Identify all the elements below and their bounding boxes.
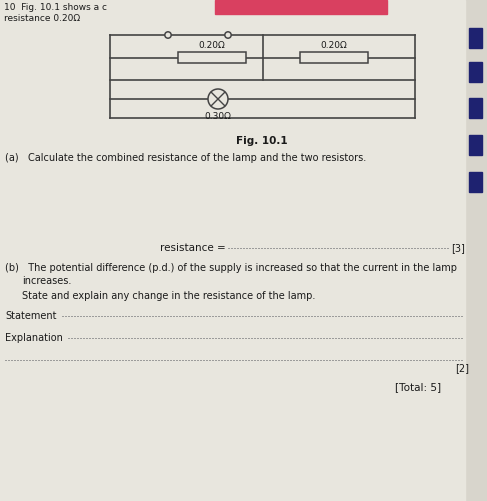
- Circle shape: [225, 32, 231, 38]
- Bar: [178, 52, 246, 63]
- Text: [3]: [3]: [451, 243, 465, 253]
- Bar: [469, 62, 482, 82]
- Text: 0.20Ω: 0.20Ω: [199, 41, 225, 50]
- Text: (b)   The potential difference (p.d.) of the supply is increased so that the cur: (b) The potential difference (p.d.) of t…: [5, 263, 457, 273]
- Text: 10  Fig. 10.1 shows a c: 10 Fig. 10.1 shows a c: [4, 3, 107, 12]
- Text: Explanation: Explanation: [5, 333, 63, 343]
- Text: 0.30Ω: 0.30Ω: [205, 112, 231, 121]
- Circle shape: [208, 89, 228, 109]
- Bar: [215, 0, 387, 14]
- Bar: [469, 135, 482, 155]
- Text: 0.20Ω: 0.20Ω: [320, 41, 347, 50]
- Bar: [469, 98, 482, 118]
- Text: State and explain any change in the resistance of the lamp.: State and explain any change in the resi…: [22, 291, 316, 301]
- Text: resistance 0.20Ω: resistance 0.20Ω: [4, 14, 80, 23]
- Text: increases.: increases.: [22, 276, 72, 286]
- Text: Fig. 10.1: Fig. 10.1: [236, 136, 288, 146]
- Bar: [469, 28, 482, 48]
- Text: resistance =: resistance =: [160, 243, 229, 253]
- Text: Statement: Statement: [5, 311, 56, 321]
- Bar: [300, 52, 368, 63]
- Text: [2]: [2]: [455, 363, 469, 373]
- Text: [Total: 5]: [Total: 5]: [395, 382, 441, 392]
- Bar: [469, 172, 482, 192]
- Circle shape: [165, 32, 171, 38]
- Text: (a)   Calculate the combined resistance of the lamp and the two resistors.: (a) Calculate the combined resistance of…: [5, 153, 366, 163]
